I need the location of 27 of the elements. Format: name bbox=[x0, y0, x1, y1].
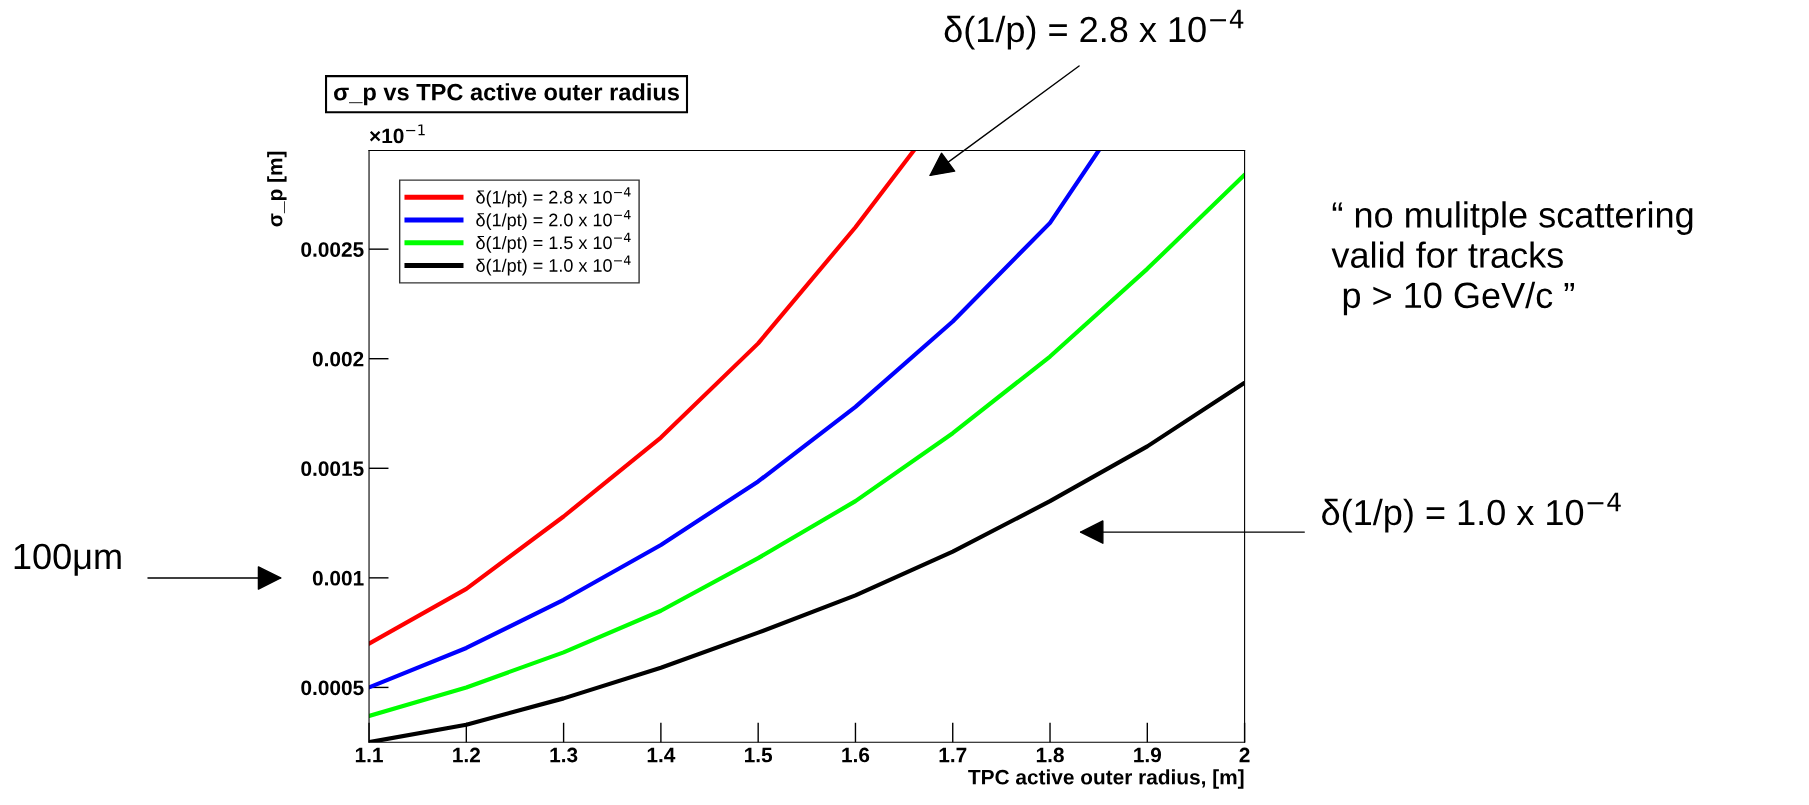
x-tick-label: 1.4 bbox=[647, 747, 676, 763]
x-tick-label: 1.1 bbox=[355, 747, 383, 763]
y-tick-label: 0.0015 bbox=[301, 461, 364, 477]
chart-title: σ_p vs TPC active outer radius bbox=[334, 83, 679, 106]
x-tick-label: 1.2 bbox=[453, 747, 480, 763]
x-tick-label: 1.7 bbox=[939, 747, 967, 763]
x-tick-label: 1.3 bbox=[550, 747, 578, 763]
y-axis-title: σ_p [m] bbox=[267, 151, 287, 227]
text: “ no mulitple scattering valid for tracks p > 10 GeV/c ” bbox=[1331, 201, 1693, 316]
legend-label: δ(1/pt) = 2.0 x 10$^{−4}$ bbox=[476, 210, 631, 230]
text: δ(1/p) = 1.0 x 10$^{−4}$ bbox=[1322, 492, 1621, 533]
legend-label: δ(1/pt) = 2.8 x 10$^{−4}$ bbox=[476, 187, 631, 208]
y-tick-label: 0.001 bbox=[312, 570, 364, 586]
text: δ(1/p) = 2.8 x 10$^{−4}$ bbox=[944, 9, 1244, 50]
legend-label: δ(1/pt) = 1.0 x 10$^{−4}$ bbox=[476, 255, 631, 276]
x-tick-label: 1.6 bbox=[842, 747, 870, 763]
legend-label: δ(1/pt) = 1.5 x 10$^{−4}$ bbox=[476, 232, 631, 253]
x-tick-label: 2 bbox=[1239, 747, 1250, 763]
y-tick-label: 0.0005 bbox=[301, 680, 364, 696]
text: 100μm bbox=[14, 543, 121, 576]
x-axis-title: TPC active outer radius, [m] bbox=[968, 769, 1244, 789]
x-tick-label: 1.8 bbox=[1036, 747, 1064, 763]
y-tick-label: 0.0025 bbox=[301, 242, 364, 257]
y-tick-label: 0.002 bbox=[312, 351, 364, 367]
text: ×10$^{−1}$ bbox=[369, 124, 425, 144]
x-tick-label: 1.5 bbox=[745, 747, 773, 763]
x-tick-label: 1.9 bbox=[1134, 747, 1162, 763]
